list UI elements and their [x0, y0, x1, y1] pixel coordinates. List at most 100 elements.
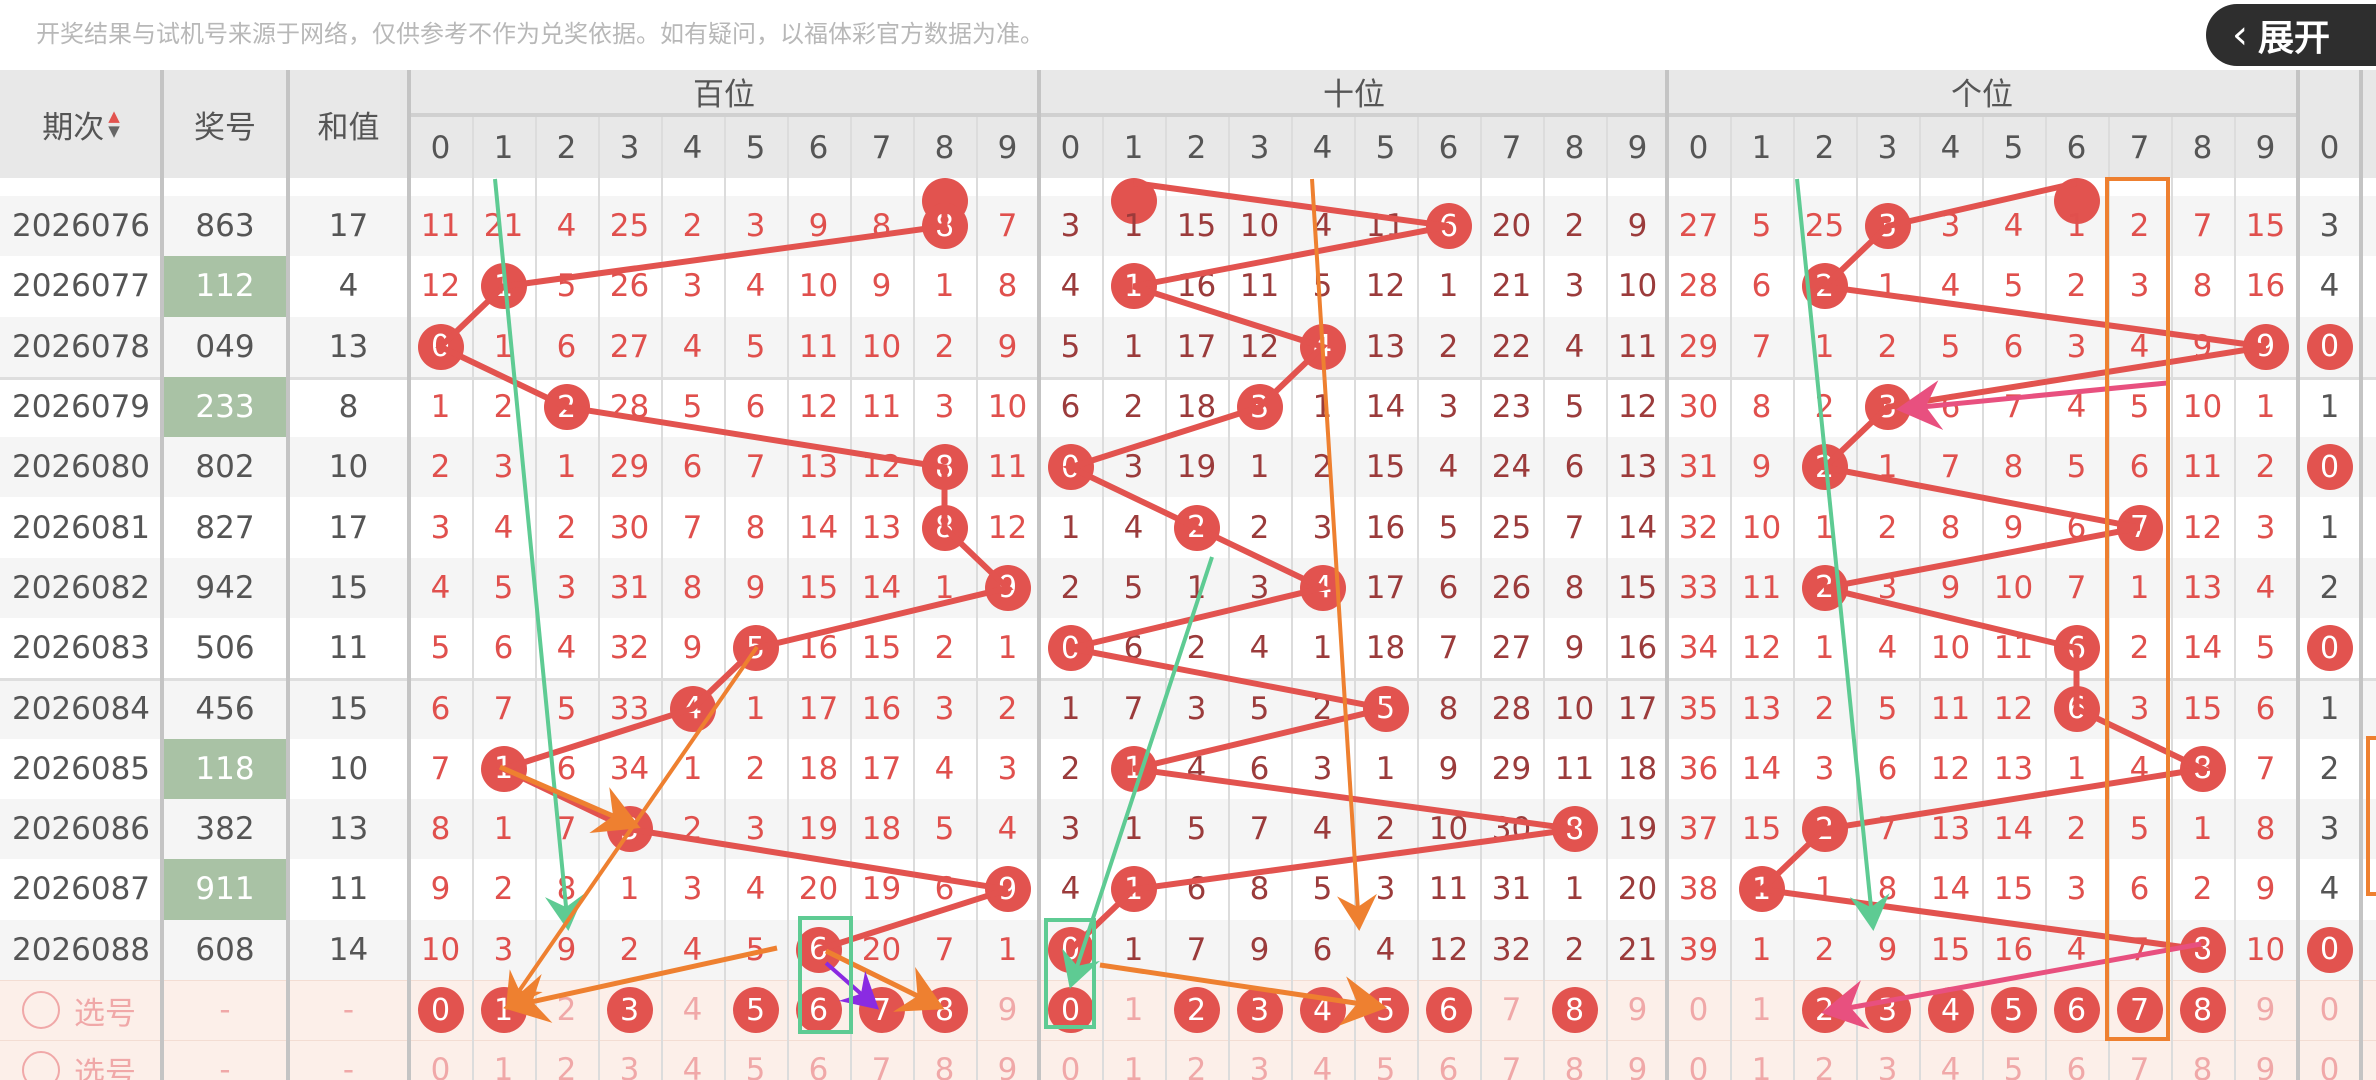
select-digit-bai[interactable]: 7	[850, 980, 913, 1040]
select-digit-extra[interactable]: 0	[2319, 1052, 2340, 1080]
select-digit-ge[interactable]: 8	[2192, 1052, 2213, 1080]
select-digit-ge[interactable]: 7	[2108, 980, 2171, 1040]
selected-digit-ball[interactable]: 5	[732, 987, 779, 1034]
select-digit-ge[interactable]: 9	[2255, 992, 2276, 1029]
trend-cell: 6	[934, 871, 955, 908]
header-period[interactable]: 期次 ▲ ▼	[0, 70, 162, 178]
select-digit-shi[interactable]: 6	[1438, 1052, 1459, 1080]
selected-digit-ball[interactable]: 3	[1864, 987, 1911, 1034]
select-digit-shi[interactable]: 8	[1543, 980, 1606, 1040]
select-digit-ge[interactable]: 4	[1919, 980, 1982, 1040]
select-digit-ge[interactable]: 0	[1688, 992, 1709, 1029]
select-digit-ge[interactable]: 8	[2171, 980, 2234, 1040]
expand-button[interactable]: ‹ 展开	[2206, 4, 2376, 66]
select-digit-ge[interactable]: 6	[2045, 980, 2108, 1040]
selected-digit-ball[interactable]: 2	[1801, 987, 1848, 1034]
trend-cell: 4	[1249, 630, 1270, 667]
trend-cell: 6	[556, 328, 577, 365]
select-digit-bai[interactable]: 6	[808, 1052, 829, 1080]
radio-circle-icon[interactable]	[22, 1051, 60, 1080]
selected-digit-ball[interactable]: 7	[858, 987, 905, 1034]
selected-digit-ball[interactable]: 8	[2179, 987, 2226, 1034]
select-row-label[interactable]: 选号	[0, 980, 162, 1040]
select-digit-bai[interactable]: 2	[556, 1052, 577, 1080]
select-digit-shi[interactable]: 1	[1123, 1052, 1144, 1080]
select-digit-ge[interactable]: 1	[1751, 992, 1772, 1029]
select-digit-shi[interactable]: 2	[1165, 980, 1228, 1040]
select-digit-ge[interactable]: 6	[2066, 1052, 2087, 1080]
select-digit-ge[interactable]: 5	[1982, 980, 2045, 1040]
selected-digit-ball[interactable]: 6	[795, 987, 842, 1034]
select-digit-bai[interactable]: 9	[997, 1052, 1018, 1080]
select-digit-bai[interactable]: 0	[409, 980, 472, 1040]
selected-digit-ball[interactable]: 3	[606, 987, 653, 1034]
select-digit-shi[interactable]: 4	[1291, 980, 1354, 1040]
select-digit-bai[interactable]: 4	[682, 992, 703, 1029]
select-digit-shi[interactable]: 0	[1060, 1052, 1081, 1080]
select-digit-shi[interactable]: 7	[1501, 992, 1522, 1029]
selected-digit-ball[interactable]: 1	[480, 987, 527, 1034]
select-digit-bai[interactable]: 4	[682, 1052, 703, 1080]
select-digit-ge[interactable]: 1	[1751, 1052, 1772, 1080]
select-digit-bai[interactable]: 8	[934, 1052, 955, 1080]
select-digit-bai[interactable]: 8	[913, 980, 976, 1040]
selected-digit-ball[interactable]: 6	[1425, 987, 1472, 1034]
selected-digit-ball[interactable]: 6	[2053, 987, 2100, 1034]
select-digit-bai[interactable]: 9	[997, 992, 1018, 1029]
select-digit-bai[interactable]: 3	[598, 980, 661, 1040]
selected-digit-ball[interactable]: 3	[1236, 987, 1283, 1034]
selected-digit-ball[interactable]: 0	[417, 987, 464, 1034]
select-digit-ge[interactable]: 3	[1856, 980, 1919, 1040]
trend-cell: 4	[1291, 558, 1354, 618]
select-digit-shi[interactable]: 4	[1312, 1052, 1333, 1080]
sort-up-down-icon[interactable]: ▲ ▼	[108, 109, 120, 139]
select-row-label[interactable]: 选号	[0, 1040, 162, 1080]
trend-cell: 13	[798, 449, 839, 486]
select-digit-bai[interactable]: 5	[724, 980, 787, 1040]
select-digit-ge[interactable]: 7	[2129, 1052, 2150, 1080]
trend-cell: 4	[1375, 931, 1396, 968]
selected-digit-ball[interactable]: 7	[2116, 987, 2163, 1034]
select-digit-shi[interactable]: 5	[1354, 980, 1417, 1040]
select-digit-shi[interactable]: 6	[1417, 980, 1480, 1040]
select-digit-extra[interactable]: 0	[2319, 992, 2340, 1029]
select-digit-ge[interactable]: 3	[1877, 1052, 1898, 1080]
select-digit-shi[interactable]: 1	[1123, 992, 1144, 1029]
select-digit-ge[interactable]: 2	[1793, 980, 1856, 1040]
trend-cell: 7	[556, 811, 577, 848]
select-digit-bai[interactable]: 5	[745, 1052, 766, 1080]
select-digit-shi[interactable]: 0	[1039, 980, 1102, 1040]
select-digit-ge[interactable]: 5	[2003, 1052, 2024, 1080]
selected-digit-ball[interactable]: 0	[1047, 987, 1094, 1034]
select-digit-ge[interactable]: 4	[1940, 1052, 1961, 1080]
selected-digit-ball[interactable]: 8	[1551, 987, 1598, 1034]
selected-digit-ball[interactable]: 8	[921, 987, 968, 1034]
select-digit-shi[interactable]: 9	[1627, 1052, 1648, 1080]
select-digit-shi[interactable]: 9	[1627, 992, 1648, 1029]
select-digit-shi[interactable]: 8	[1564, 1052, 1585, 1080]
select-digit-bai[interactable]: 3	[619, 1052, 640, 1080]
selected-digit-ball[interactable]: 5	[1990, 987, 2037, 1034]
select-digit-bai[interactable]: 0	[430, 1052, 451, 1080]
select-digit-shi[interactable]: 3	[1228, 980, 1291, 1040]
select-digit-shi[interactable]: 3	[1249, 1052, 1270, 1080]
select-digit-shi[interactable]: 2	[1186, 1052, 1207, 1080]
trend-cell: 1	[1751, 931, 1772, 968]
select-digit-ge[interactable]: 9	[2255, 1052, 2276, 1080]
select-digit-shi[interactable]: 5	[1375, 1052, 1396, 1080]
selected-digit-ball[interactable]: 4	[1927, 987, 1974, 1034]
sum-cell: 4	[338, 268, 359, 305]
select-digit-shi[interactable]: 7	[1501, 1052, 1522, 1080]
selected-digit-ball[interactable]: 5	[1362, 987, 1409, 1034]
sum-cell: 10	[328, 449, 369, 486]
select-digit-ge[interactable]: 2	[1814, 1052, 1835, 1080]
select-digit-ge[interactable]: 0	[1688, 1052, 1709, 1080]
select-digit-bai[interactable]: 2	[556, 992, 577, 1029]
radio-circle-icon[interactable]	[22, 991, 60, 1030]
select-digit-bai[interactable]: 1	[493, 1052, 514, 1080]
select-digit-bai[interactable]: 1	[472, 980, 535, 1040]
selected-digit-ball[interactable]: 2	[1173, 987, 1220, 1034]
selected-digit-ball[interactable]: 4	[1299, 987, 1346, 1034]
select-digit-bai[interactable]: 7	[871, 1052, 892, 1080]
select-digit-bai[interactable]: 6	[787, 980, 850, 1040]
